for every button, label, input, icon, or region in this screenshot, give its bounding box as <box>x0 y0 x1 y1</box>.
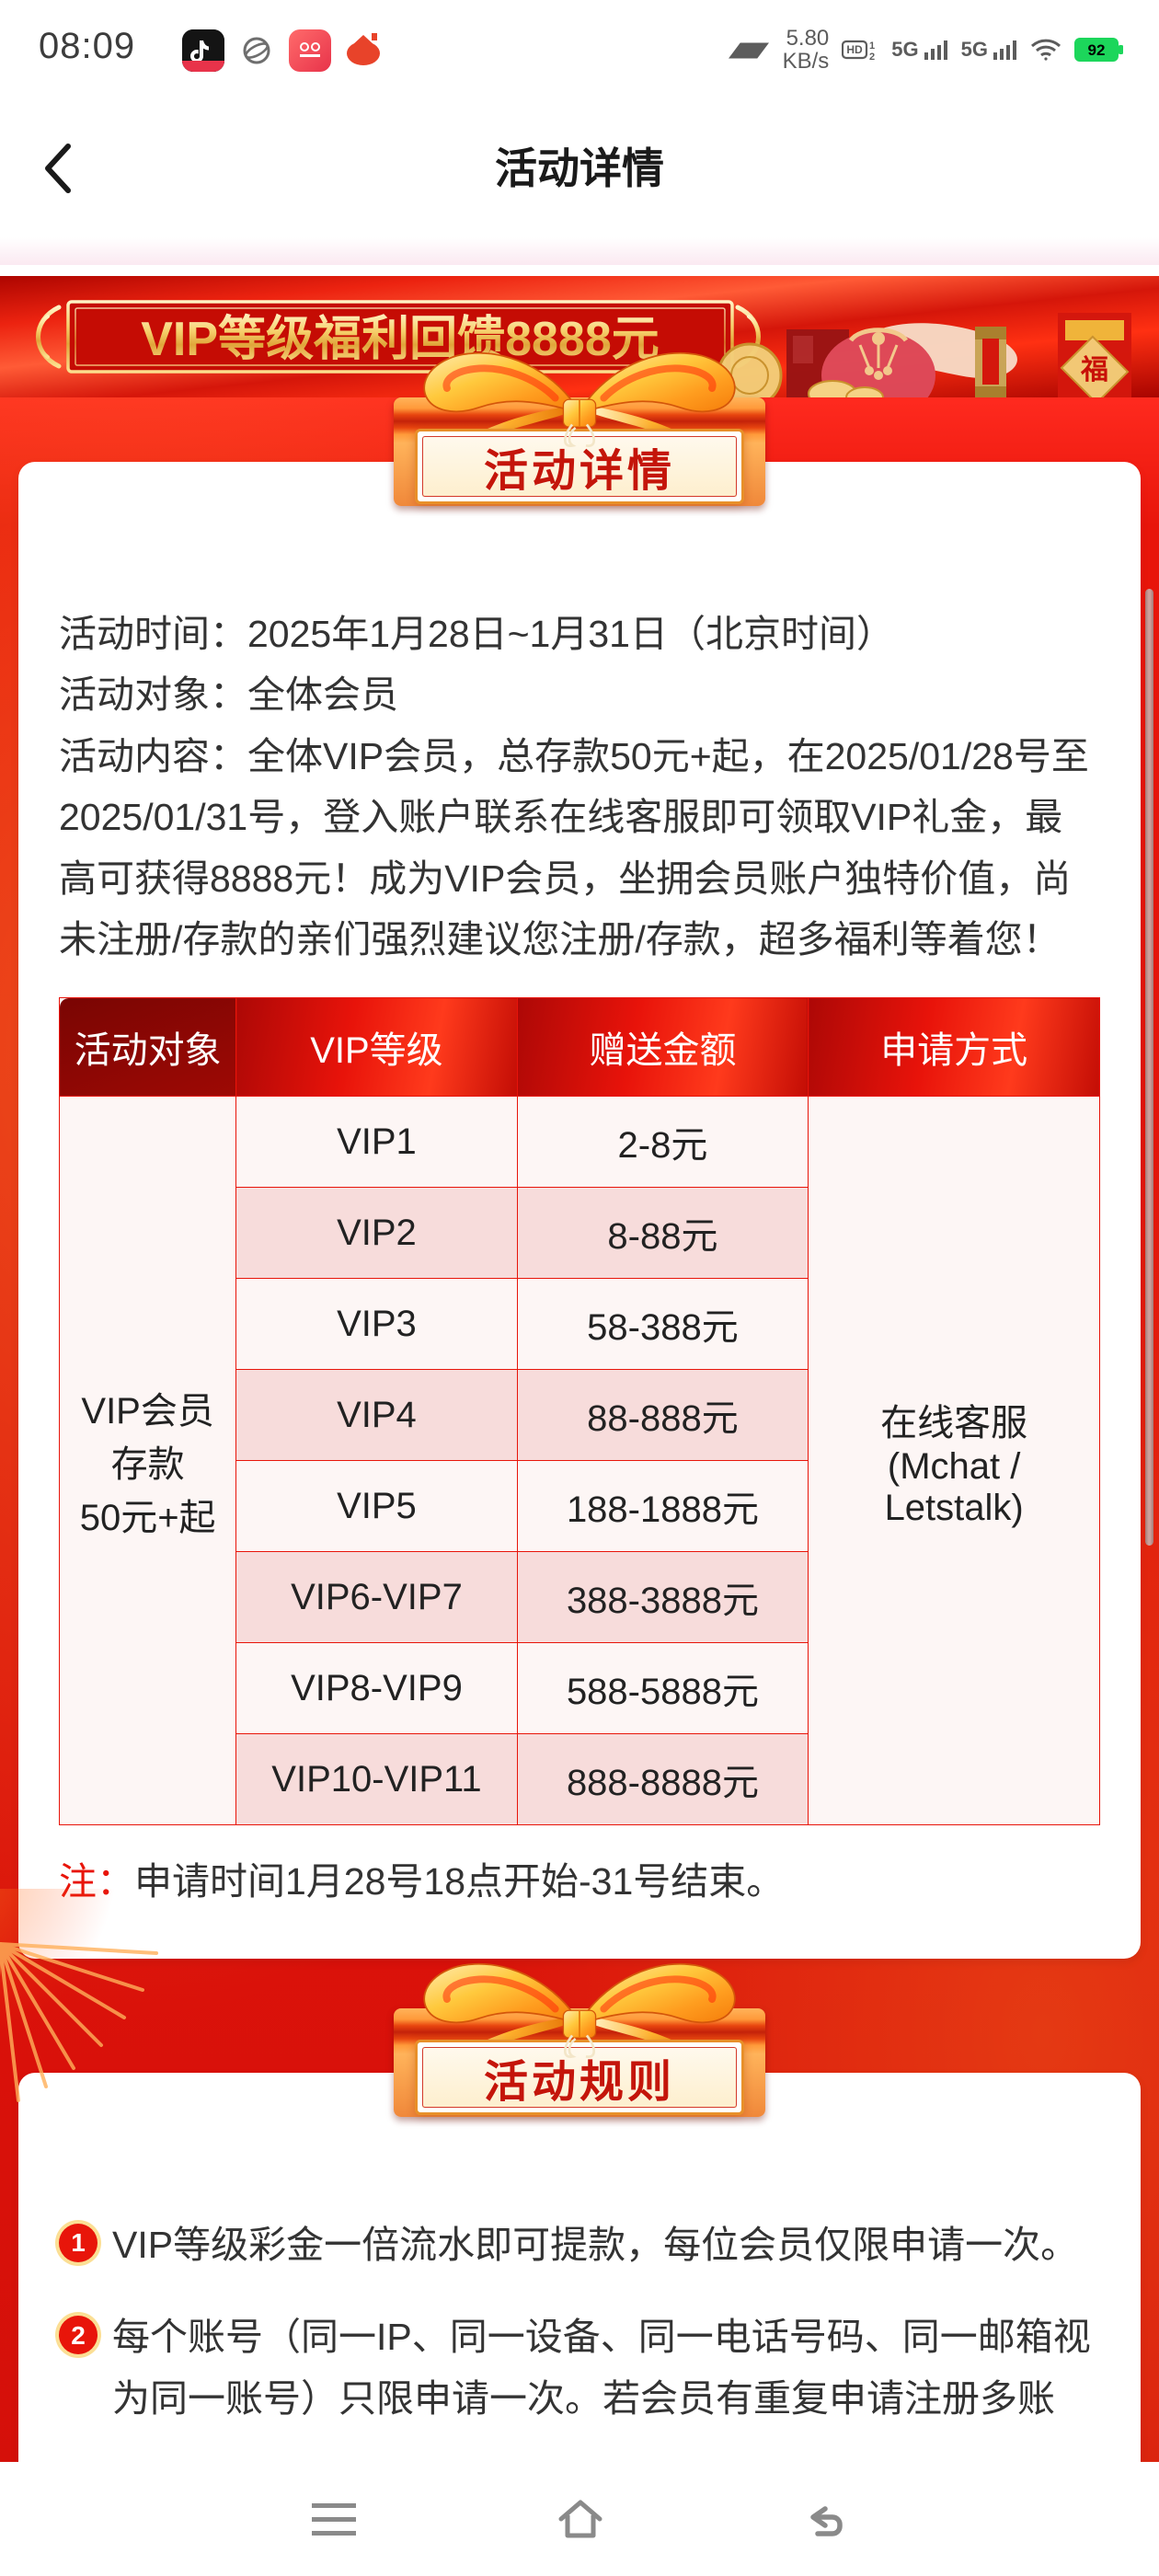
svg-text:1: 1 <box>869 40 875 52</box>
svg-text:2: 2 <box>869 52 875 63</box>
svg-text:福: 福 <box>1080 355 1108 385</box>
svg-text:HD: HD <box>847 43 864 56</box>
svg-text:92: 92 <box>1088 41 1106 59</box>
